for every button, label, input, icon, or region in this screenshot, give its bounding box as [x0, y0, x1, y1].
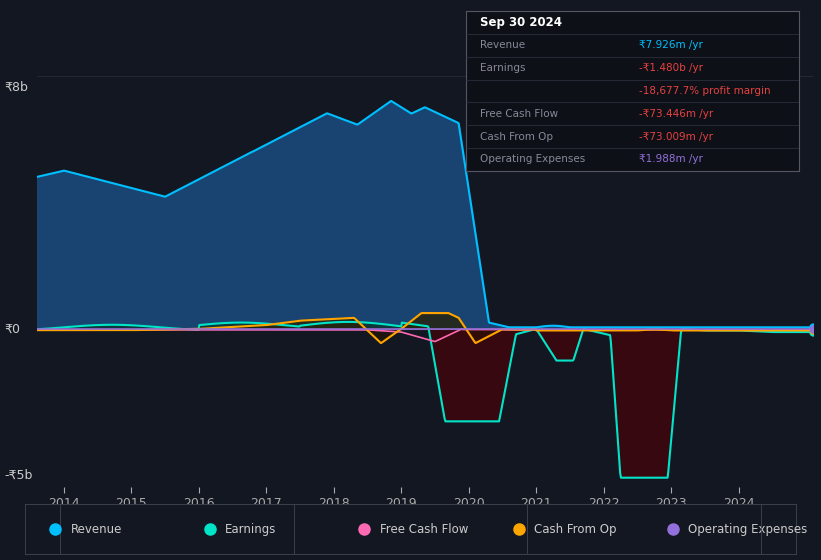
- Text: Earnings: Earnings: [225, 522, 277, 536]
- Text: -₹73.009m /yr: -₹73.009m /yr: [640, 132, 713, 142]
- Text: Free Cash Flow: Free Cash Flow: [479, 109, 557, 119]
- Text: Operating Expenses: Operating Expenses: [479, 155, 585, 165]
- Text: -₹1.480b /yr: -₹1.480b /yr: [640, 63, 704, 73]
- Text: ₹7.926m /yr: ₹7.926m /yr: [640, 40, 703, 50]
- Text: Free Cash Flow: Free Cash Flow: [379, 522, 468, 536]
- Text: Revenue: Revenue: [479, 40, 525, 50]
- Text: ₹1.988m /yr: ₹1.988m /yr: [640, 155, 703, 165]
- Text: -₹73.446m /yr: -₹73.446m /yr: [640, 109, 713, 119]
- Text: -₹5b: -₹5b: [4, 469, 33, 482]
- Text: Cash From Op: Cash From Op: [479, 132, 553, 142]
- Text: ₹8b: ₹8b: [4, 81, 28, 94]
- Text: ₹0: ₹0: [4, 323, 20, 335]
- Text: Operating Expenses: Operating Expenses: [688, 522, 808, 536]
- Text: Cash From Op: Cash From Op: [534, 522, 617, 536]
- Text: Earnings: Earnings: [479, 63, 525, 73]
- Text: Revenue: Revenue: [71, 522, 122, 536]
- Text: Sep 30 2024: Sep 30 2024: [479, 16, 562, 29]
- Text: -18,677.7% profit margin: -18,677.7% profit margin: [640, 86, 771, 96]
